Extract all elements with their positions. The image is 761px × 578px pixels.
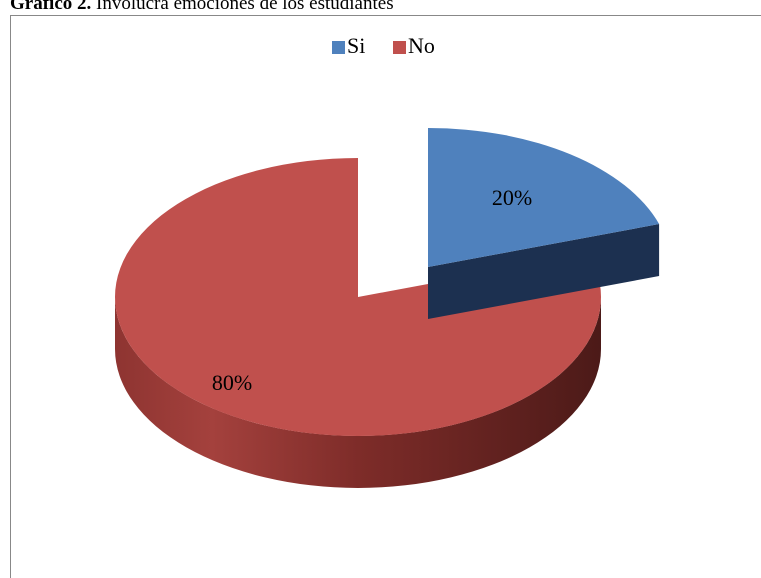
legend-swatch-no — [393, 41, 406, 54]
chart-caption: Gráfico 2. Involucra emociones de los es… — [10, 0, 394, 15]
pie-slice-no — [115, 158, 602, 488]
data-label-no: 80% — [212, 370, 252, 395]
legend-label-no: No — [408, 33, 435, 58]
pie-slice-si — [428, 128, 660, 319]
caption-label: Gráfico 2. — [10, 0, 92, 14]
legend-item-no: No — [393, 33, 435, 58]
chart-frame — [10, 15, 761, 578]
data-label-si: 20% — [492, 185, 532, 210]
legend-item-si: Si — [332, 33, 365, 58]
chart-legend: Si No — [332, 33, 435, 58]
caption-text: Involucra emociones de los estudiantes — [96, 0, 394, 14]
legend-label-si: Si — [347, 33, 365, 58]
legend-swatch-si — [332, 41, 345, 54]
